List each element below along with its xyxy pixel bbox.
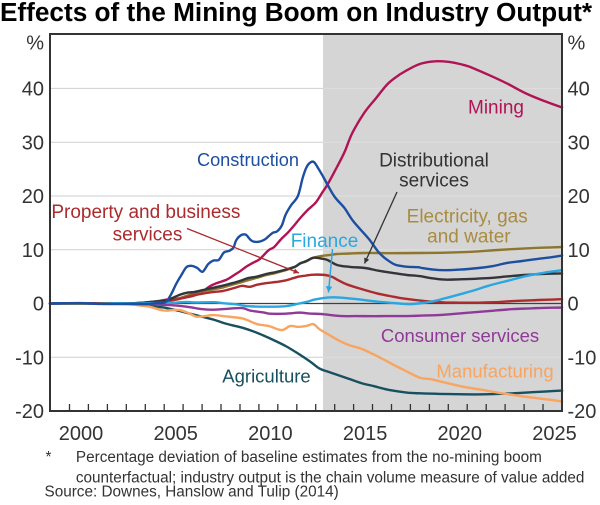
svg-text:counterfactual; industry outpu: counterfactual; industry output is the c… xyxy=(76,470,585,487)
svg-text:0: 0 xyxy=(568,294,579,316)
svg-text:-20: -20 xyxy=(15,401,44,423)
svg-text:40: 40 xyxy=(22,79,44,101)
svg-text:20: 20 xyxy=(22,186,44,208)
svg-text:Mining: Mining xyxy=(468,98,524,119)
svg-text:services: services xyxy=(113,224,183,245)
svg-text:-10: -10 xyxy=(15,348,44,370)
svg-text:2025: 2025 xyxy=(532,423,577,445)
svg-text:Distributional: Distributional xyxy=(379,151,489,172)
svg-text:and water: and water xyxy=(427,227,511,248)
svg-text:-10: -10 xyxy=(568,348,597,370)
svg-text:Effects of the Mining Boom on: Effects of the Mining Boom on Industry O… xyxy=(0,0,593,27)
svg-text:*: * xyxy=(46,449,52,466)
svg-text:30: 30 xyxy=(22,132,44,154)
svg-text:30: 30 xyxy=(568,132,590,154)
svg-text:10: 10 xyxy=(568,240,590,262)
svg-text:Construction: Construction xyxy=(197,150,299,170)
svg-text:40: 40 xyxy=(568,79,590,101)
svg-text:2015: 2015 xyxy=(343,423,388,445)
svg-text:2005: 2005 xyxy=(153,423,198,445)
svg-text:10: 10 xyxy=(22,240,44,262)
svg-text:%: % xyxy=(26,33,44,55)
svg-text:Consumer services: Consumer services xyxy=(381,325,539,346)
svg-text:Property and business: Property and business xyxy=(51,202,240,223)
svg-text:20: 20 xyxy=(568,186,590,208)
svg-text:2000: 2000 xyxy=(59,423,104,445)
svg-text:-20: -20 xyxy=(568,401,597,423)
svg-text:services: services xyxy=(399,171,469,192)
svg-text:Percentage deviation of baseli: Percentage deviation of baseline estimat… xyxy=(76,449,542,466)
svg-text:Source: Downes, Hanslow and Tu: Source: Downes, Hanslow and Tulip (2014) xyxy=(45,484,339,501)
svg-text:%: % xyxy=(568,33,586,55)
svg-text:Electricity, gas: Electricity, gas xyxy=(407,207,528,228)
svg-text:Finance: Finance xyxy=(291,231,359,252)
svg-text:2020: 2020 xyxy=(438,423,483,445)
svg-text:Agriculture: Agriculture xyxy=(222,366,310,387)
svg-text:2010: 2010 xyxy=(248,423,293,445)
svg-text:Manufacturing: Manufacturing xyxy=(436,361,553,382)
svg-text:0: 0 xyxy=(33,294,44,316)
